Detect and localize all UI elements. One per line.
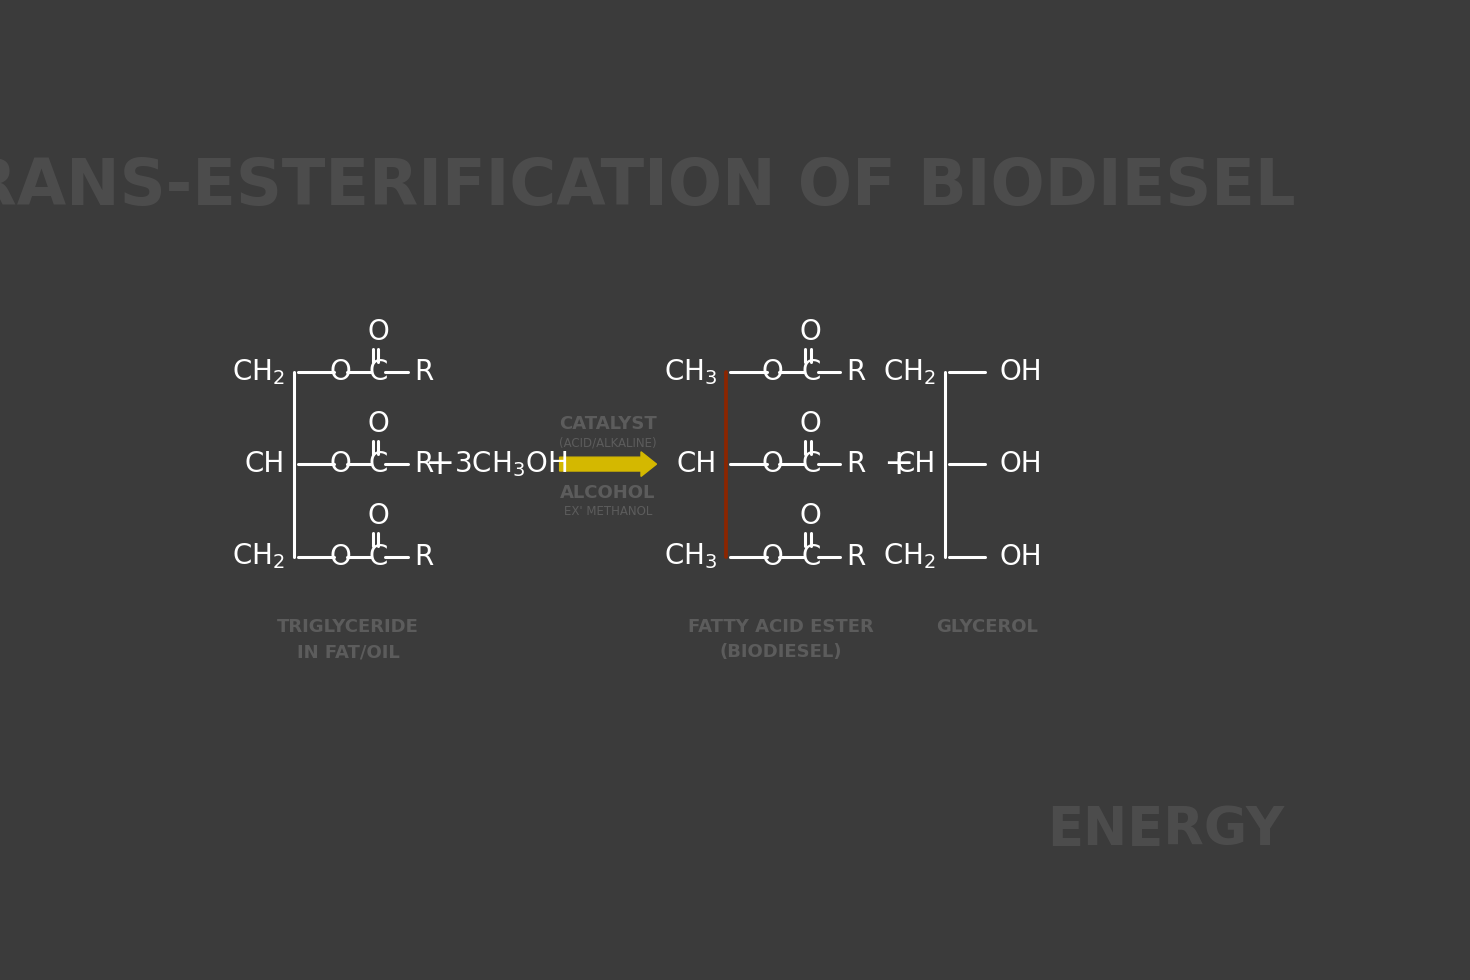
Text: CH$_2$: CH$_2$	[882, 357, 935, 386]
Text: R: R	[847, 450, 866, 478]
Text: CH$_2$: CH$_2$	[232, 542, 285, 571]
Text: C: C	[801, 543, 820, 570]
Text: O: O	[800, 410, 822, 438]
Text: R: R	[415, 450, 434, 478]
Text: GLYCEROL: GLYCEROL	[936, 618, 1038, 636]
Text: CH$_2$: CH$_2$	[232, 357, 285, 386]
Text: C: C	[369, 450, 388, 478]
Text: CH$_3$: CH$_3$	[663, 542, 717, 571]
Text: R: R	[415, 358, 434, 386]
Text: O: O	[800, 318, 822, 346]
Text: O: O	[761, 543, 784, 570]
Text: O: O	[368, 503, 390, 530]
Text: OH: OH	[1000, 450, 1042, 478]
Text: +: +	[883, 447, 913, 481]
Text: TRIGLYCERIDE
IN FAT/OIL: TRIGLYCERIDE IN FAT/OIL	[278, 618, 419, 662]
Text: C: C	[801, 358, 820, 386]
Text: R: R	[847, 543, 866, 570]
Text: EX' METHANOL: EX' METHANOL	[564, 506, 653, 518]
Text: O: O	[761, 358, 784, 386]
Text: +: +	[425, 447, 454, 481]
Text: C: C	[369, 543, 388, 570]
Text: CH$_3$: CH$_3$	[663, 357, 717, 386]
Text: O: O	[800, 503, 822, 530]
Text: O: O	[368, 410, 390, 438]
Text: OH: OH	[1000, 543, 1042, 570]
Text: 3CH$_3$OH: 3CH$_3$OH	[454, 449, 567, 479]
Text: ENERGY: ENERGY	[1047, 804, 1285, 856]
Text: OH: OH	[1000, 358, 1042, 386]
Text: ALCOHOL: ALCOHOL	[560, 484, 656, 503]
Text: O: O	[368, 318, 390, 346]
Text: O: O	[329, 543, 351, 570]
Text: FATTY ACID ESTER
(BIODIESEL): FATTY ACID ESTER (BIODIESEL)	[688, 618, 873, 662]
Text: CH: CH	[895, 450, 935, 478]
Text: R: R	[415, 543, 434, 570]
Text: CATALYST: CATALYST	[559, 416, 657, 433]
Text: O: O	[329, 450, 351, 478]
Text: O: O	[761, 450, 784, 478]
Text: C: C	[369, 358, 388, 386]
Text: R: R	[847, 358, 866, 386]
Text: CH$_2$: CH$_2$	[882, 542, 935, 571]
Text: O: O	[329, 358, 351, 386]
Text: C: C	[801, 450, 820, 478]
Text: CH: CH	[676, 450, 717, 478]
Text: CH: CH	[244, 450, 285, 478]
Text: (ACID/ALKALINE): (ACID/ALKALINE)	[559, 437, 657, 450]
Text: TRANS-ESTERIFICATION OF BIODIESEL: TRANS-ESTERIFICATION OF BIODIESEL	[0, 156, 1295, 218]
FancyArrow shape	[560, 452, 657, 476]
